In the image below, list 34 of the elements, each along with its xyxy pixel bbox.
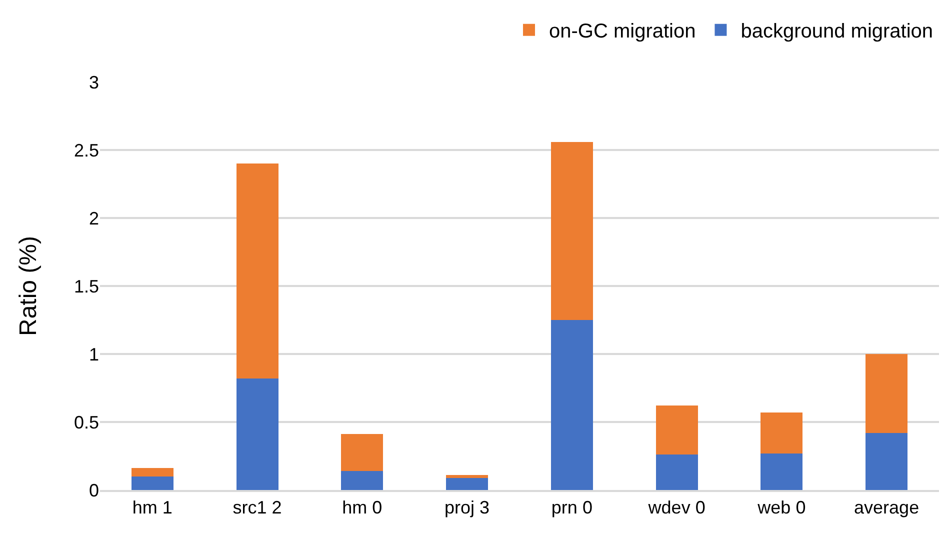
x-tick-label: hm 1 [132, 498, 172, 518]
x-tick-label: hm 0 [342, 498, 382, 518]
x-tick-label: src1 2 [232, 498, 282, 518]
bar [131, 476, 174, 490]
legend-label: on-GC migration [549, 20, 696, 43]
bar [550, 320, 593, 490]
bar [866, 354, 908, 433]
bar [446, 478, 488, 490]
bar [760, 453, 803, 490]
x-tick-label: proj 3 [444, 498, 490, 518]
bar [866, 432, 908, 490]
bar [760, 412, 803, 454]
bar [656, 454, 698, 490]
x-tick-label: prn 0 [551, 498, 592, 518]
y-tick-label: 0 [88, 480, 99, 500]
bar [236, 378, 278, 490]
legend-label: background migration [740, 20, 934, 43]
y-tick-label: 3 [88, 72, 99, 92]
bar [656, 406, 698, 455]
x-tick-label: wdev 0 [647, 498, 706, 518]
bar [446, 475, 488, 478]
bar [236, 164, 278, 378]
y-tick-label: 1 [88, 344, 99, 364]
y-tick-label: 0.5 [74, 412, 99, 432]
x-tick-label: average [854, 498, 920, 518]
bar [550, 142, 593, 320]
y-tick-label: 2.5 [74, 140, 99, 160]
bar [341, 470, 384, 490]
y-axis-title: Ratio (%) [15, 236, 42, 336]
x-tick-label: web 0 [756, 498, 806, 518]
y-tick-label: 2 [88, 208, 99, 228]
bar [341, 434, 384, 471]
y-tick-label: 1.5 [74, 276, 99, 296]
bar [131, 468, 174, 476]
